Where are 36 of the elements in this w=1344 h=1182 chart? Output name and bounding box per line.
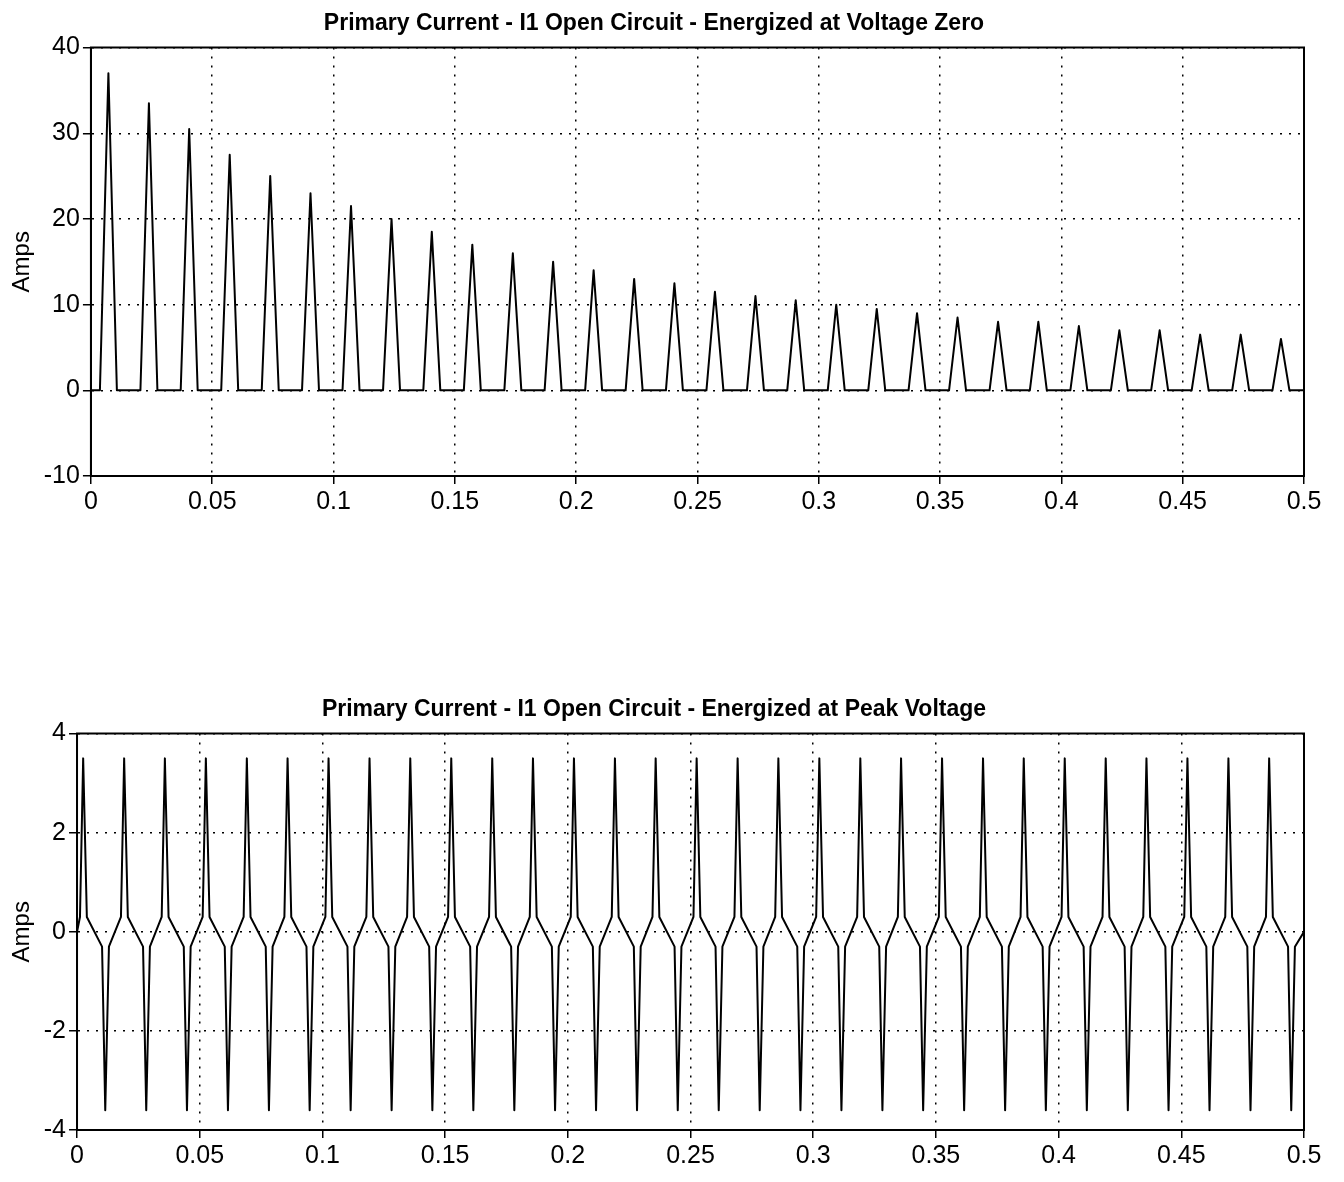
y-tick-label: 20 [52,202,80,231]
y-tick-label: -2 [43,1014,67,1043]
x-tick-label: 0.05 [187,485,237,514]
x-tick-label: 0.1 [316,485,351,514]
y-tick-label: -4 [43,1113,67,1142]
y-tick-label: 0 [66,374,80,403]
y-tick-label: -10 [43,459,80,488]
x-tick-label: 0.15 [420,1139,470,1168]
x-tick-label: 0.45 [1158,485,1208,514]
x-tick-label: 0.3 [795,1139,831,1168]
x-tick-label: 0.25 [673,485,722,514]
x-tick-label: 0.3 [801,485,837,514]
x-tick-label: 0.4 [1044,485,1079,514]
y-tick-label: 40 [52,31,80,60]
y-tick-label: 2 [52,816,67,845]
y-tick-label: 0 [52,915,67,944]
x-tick-label: 0.25 [666,1139,715,1168]
y-tick-label: 4 [52,717,67,746]
y-axis-title: Amps [7,231,35,293]
y-tick-label: 10 [52,288,80,317]
x-tick-label: 0.5 [1286,485,1322,514]
y-axis-title: Amps [7,901,35,963]
x-tick-label: 0 [83,485,98,514]
x-tick-label: 0.05 [175,1139,225,1168]
x-tick-label: 0.5 [1286,1139,1322,1168]
x-tick-label: 0.35 [911,1139,961,1168]
x-tick-label: 0.35 [915,485,965,514]
x-tick-label: 0.2 [550,1139,586,1168]
y-tick-label: 30 [52,117,80,146]
chart-title: Primary Current - I1 Open Circuit - Energized at Voltage Zero [323,9,985,36]
x-tick-label: 0.1 [305,1139,340,1168]
x-tick-label: 0.2 [558,485,594,514]
x-tick-label: 0.4 [1041,1139,1077,1168]
x-tick-label: 0.45 [1156,1139,1206,1168]
chart-title: Primary Current - I1 Open Circuit - Energized at Peak Voltage [321,695,987,722]
x-tick-label: 0.15 [430,485,480,514]
